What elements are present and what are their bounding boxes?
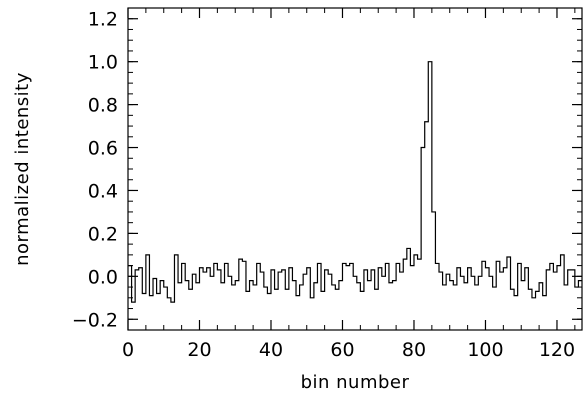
y-tick-label: 0.0 xyxy=(88,266,118,288)
x-tick-label: 20 xyxy=(187,339,211,361)
histogram-series-line xyxy=(128,61,582,303)
y-tick-label: −0.2 xyxy=(72,309,118,331)
y-tick-label: 1.0 xyxy=(88,52,118,74)
y-tick-label: 0.6 xyxy=(88,138,118,160)
y-tick-label: 0.8 xyxy=(88,95,118,117)
y-axis-label: normalized intensity xyxy=(12,72,33,266)
y-tick-label: 0.2 xyxy=(88,223,118,245)
x-tick-label: 60 xyxy=(330,339,354,361)
x-tick-label: 80 xyxy=(402,339,426,361)
x-axis-label: bin number xyxy=(301,372,410,393)
axis-ticks xyxy=(127,7,582,331)
plot-lines xyxy=(127,7,583,331)
y-tick-label: 0.4 xyxy=(88,180,118,202)
x-tick-label: 100 xyxy=(467,339,503,361)
x-tick-label: 0 xyxy=(122,339,134,361)
tick-labels: 0 20 40 60 80 100 120 −0.2 0.0 0.2 0.4 0.6 0.8 1.0 1.2 xyxy=(72,9,575,361)
x-tick-label: 40 xyxy=(259,339,283,361)
x-tick-label: 120 xyxy=(539,339,575,361)
y-tick-label: 1.2 xyxy=(88,9,118,31)
